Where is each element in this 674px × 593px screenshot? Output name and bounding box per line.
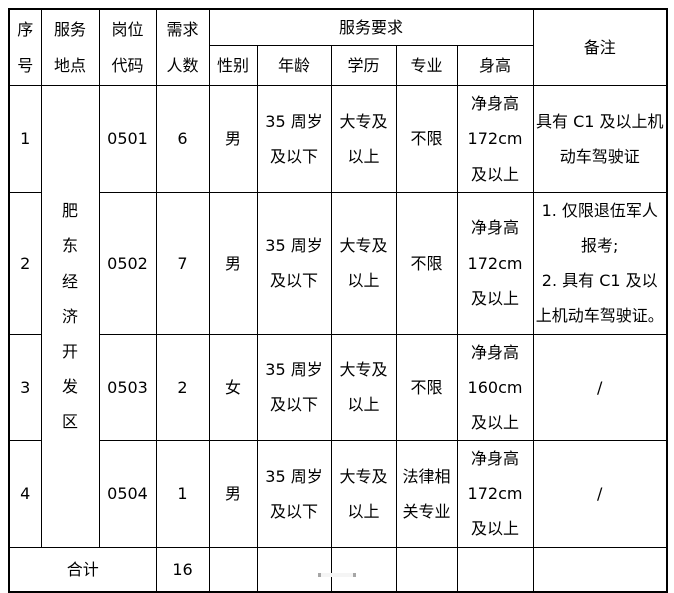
total-empty-age <box>256 546 332 593</box>
cell-age: 35 周岁 及以下 <box>256 191 332 335</box>
cell-count: 6 <box>155 85 210 193</box>
cell-remark: 具有 C1 及以上机 动车驾驶证 <box>532 85 668 193</box>
cell-height: 净身高 172cm 及以上 <box>456 440 534 548</box>
header-age: 年龄 <box>256 45 332 87</box>
table-row: 4 0504 1 男 35 周岁 及以下 大专及 以上 法律相 关专业 净身高 … <box>8 440 668 548</box>
recruitment-table-container: 序 号 服务 地点 岗位 代码 需求 人数 服务要求 备注 性别 年龄 学历 专… <box>8 8 668 593</box>
cell-count: 1 <box>155 440 210 548</box>
cell-age: 35 周岁 及以下 <box>256 333 332 442</box>
header-education: 学历 <box>330 45 397 87</box>
cell-gender: 女 <box>208 333 258 442</box>
header-requirements-group: 服务要求 <box>208 8 534 47</box>
cell-code: 0502 <box>98 191 157 335</box>
cell-seq: 1 <box>8 85 42 193</box>
cell-education: 大专及 以上 <box>330 191 397 335</box>
cell-major: 不限 <box>395 191 458 335</box>
cell-gender: 男 <box>208 440 258 548</box>
total-row: 合计 16 <box>8 546 668 593</box>
cell-count: 7 <box>155 191 210 335</box>
cell-remark: / <box>532 440 668 548</box>
cell-count: 2 <box>155 333 210 442</box>
total-empty-height <box>456 546 534 593</box>
cell-seq: 4 <box>8 440 42 548</box>
cell-code: 0501 <box>98 85 157 193</box>
cell-height: 净身高 172cm 及以上 <box>456 191 534 335</box>
total-empty-education <box>330 546 397 593</box>
cell-seq: 3 <box>8 333 42 442</box>
cell-remark: 1. 仅限退伍军人 报考; 2. 具有 C1 及以 上机动车驾驶证。 <box>532 191 668 335</box>
cell-height: 净身高 160cm 及以上 <box>456 333 534 442</box>
header-major: 专业 <box>395 45 458 87</box>
cell-education: 大专及 以上 <box>330 440 397 548</box>
cell-gender: 男 <box>208 85 258 193</box>
total-empty-gender <box>208 546 258 593</box>
cell-age: 35 周岁 及以下 <box>256 85 332 193</box>
cell-code: 0503 <box>98 333 157 442</box>
table-row: 3 0503 2 女 35 周岁 及以下 大专及 以上 不限 净身高 160cm… <box>8 333 668 442</box>
cell-gender: 男 <box>208 191 258 335</box>
total-empty-major <box>395 546 458 593</box>
cell-education: 大专及 以上 <box>330 85 397 193</box>
header-count: 需求 人数 <box>155 8 210 87</box>
cell-education: 大专及 以上 <box>330 333 397 442</box>
total-count: 16 <box>155 546 210 593</box>
header-code: 岗位 代码 <box>98 8 157 87</box>
cell-age: 35 周岁 及以下 <box>256 440 332 548</box>
cell-major: 法律相 关专业 <box>395 440 458 548</box>
cell-major: 不限 <box>395 85 458 193</box>
cell-height: 净身高 172cm 及以上 <box>456 85 534 193</box>
cell-major: 不限 <box>395 333 458 442</box>
cell-location-merged: 肥 东 经 济 开 发 区 <box>40 85 100 548</box>
table-row: 1 肥 东 经 济 开 发 区 0501 6 男 35 周岁 及以下 大专及 以… <box>8 85 668 548</box>
total-empty-remark <box>532 546 668 593</box>
scrollbar-fragment[interactable] <box>318 573 356 577</box>
cell-remark: / <box>532 333 668 442</box>
recruitment-table: 序 号 服务 地点 岗位 代码 需求 人数 服务要求 备注 性别 年龄 学历 专… <box>8 8 668 593</box>
document-page: { "colors": { "border": "#000000", "text… <box>8 8 668 593</box>
cell-seq: 2 <box>8 191 42 335</box>
cell-code: 0504 <box>98 440 157 548</box>
header-gender: 性别 <box>208 45 258 87</box>
header-height: 身高 <box>456 45 534 87</box>
header-remarks: 备注 <box>532 8 668 87</box>
header-seq: 序 号 <box>8 8 42 87</box>
total-label: 合计 <box>8 546 157 593</box>
header-location: 服务 地点 <box>40 8 100 87</box>
table-row: 2 0502 7 男 35 周岁 及以下 大专及 以上 不限 净身高 172cm… <box>8 191 668 335</box>
